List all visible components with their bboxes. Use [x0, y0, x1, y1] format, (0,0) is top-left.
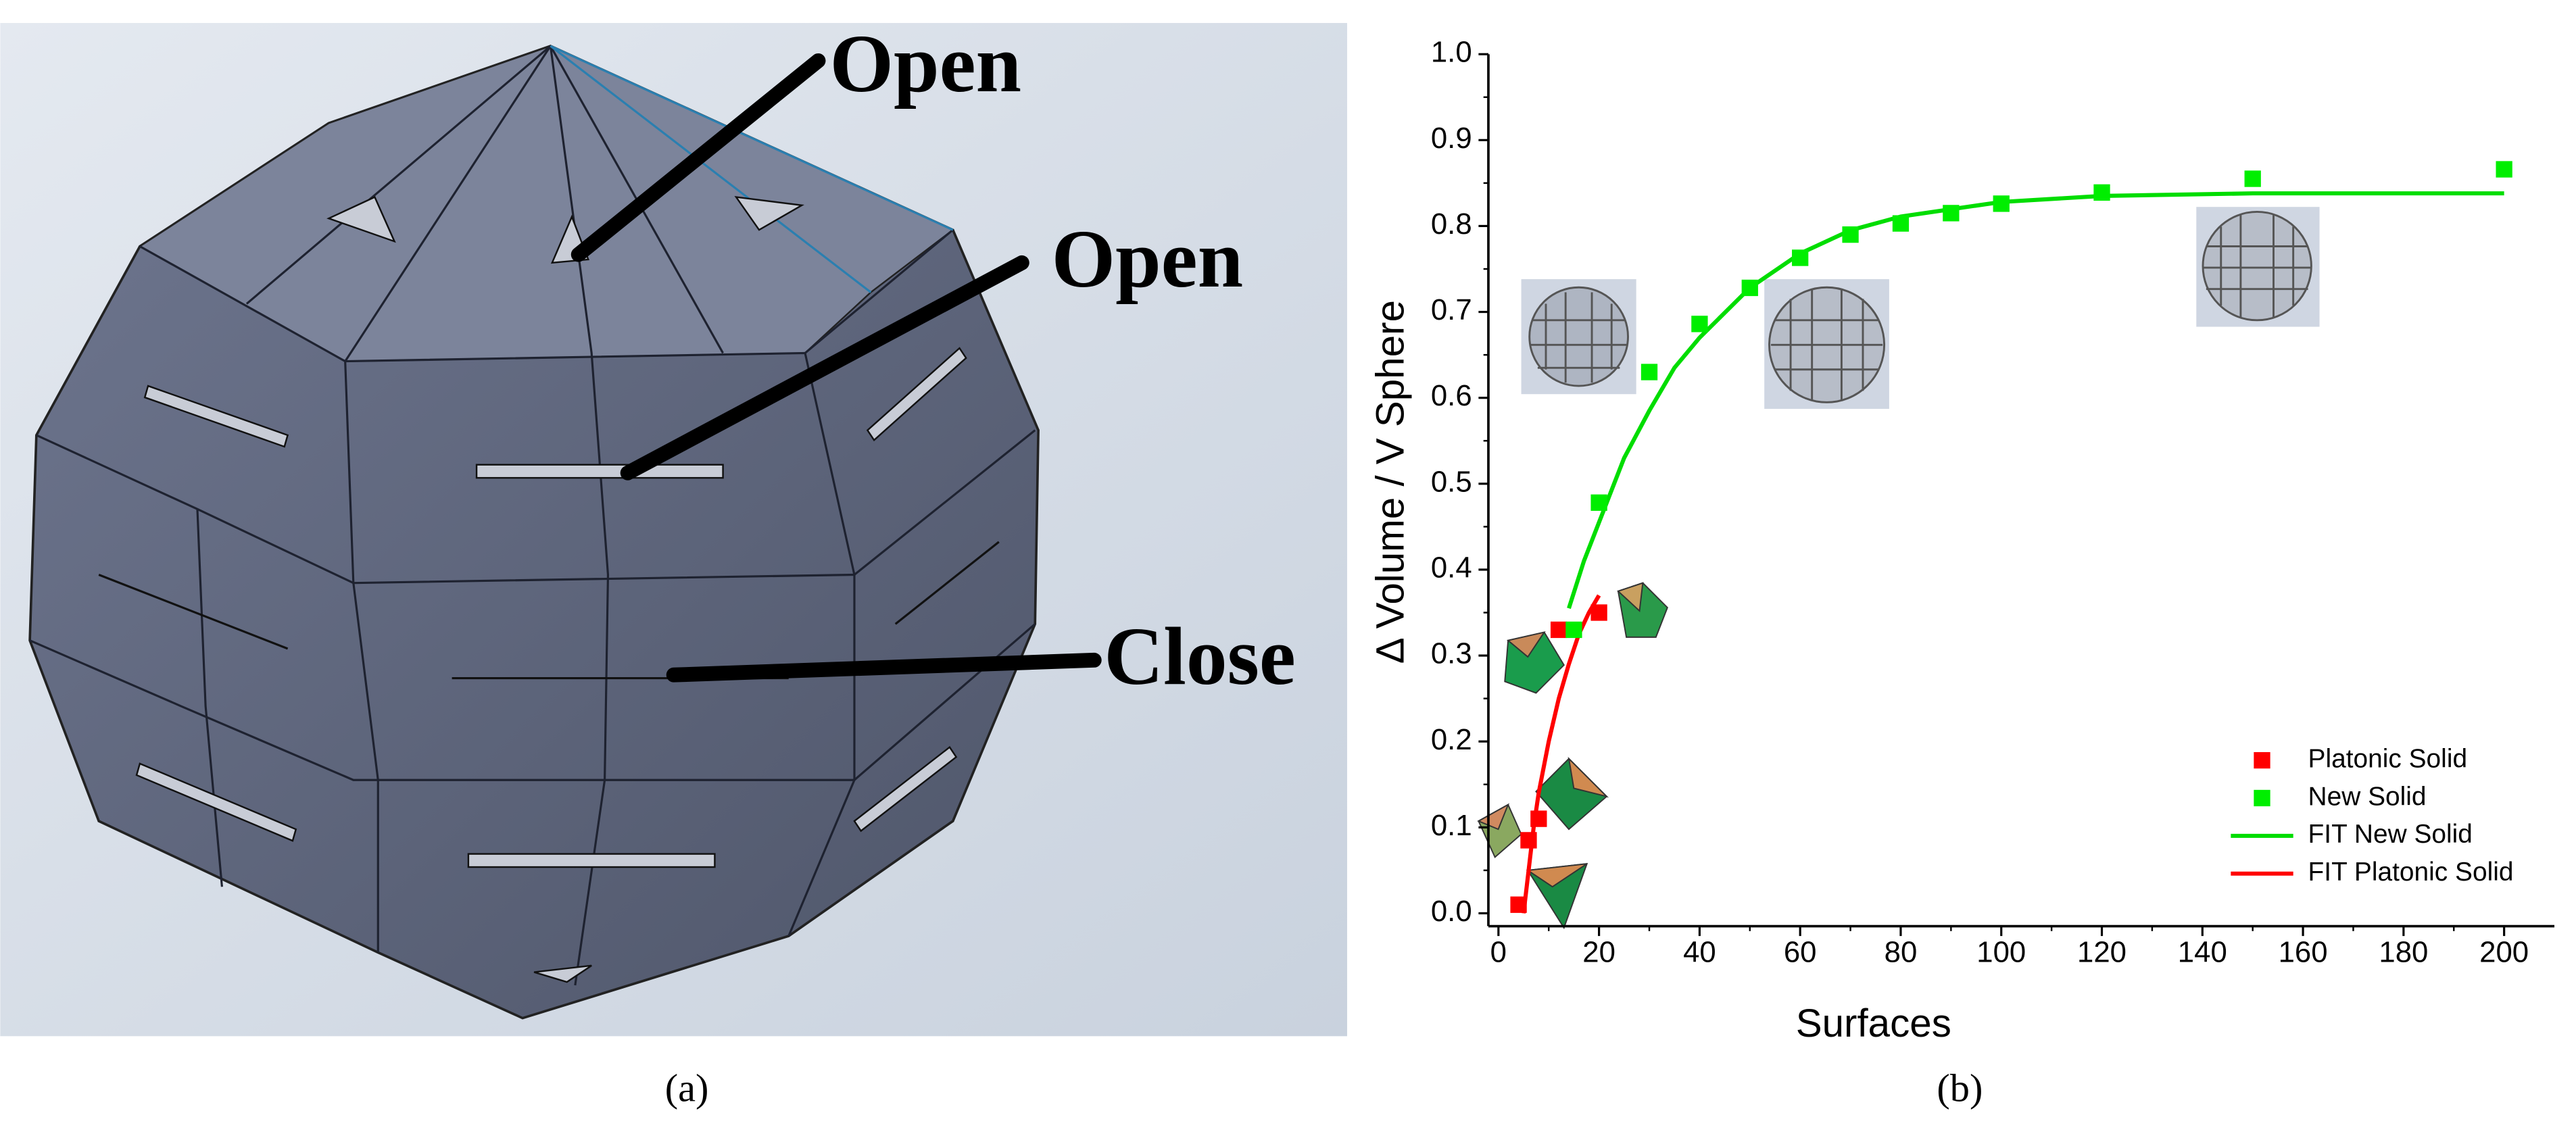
x-tick-label: 0 [1490, 935, 1507, 968]
legend-swatch [2254, 789, 2270, 807]
panel-label: (b) [1937, 1066, 1983, 1110]
x-tick-label: 140 [2178, 935, 2227, 968]
y-axis-label: Δ Volume / V Sphere [1368, 300, 1412, 664]
legend-label: Platonic Solid [2308, 744, 2468, 773]
data-point [2093, 184, 2110, 201]
annotation: Open [1052, 214, 1244, 305]
data-point [1892, 215, 1910, 232]
panel-label: (a) [665, 1066, 709, 1110]
data-point [1842, 226, 1859, 243]
y-tick-label: 0.0 [1431, 895, 1472, 928]
data-point [1641, 364, 1658, 380]
y-tick-label: 0.7 [1431, 293, 1472, 326]
data-point [1691, 316, 1708, 332]
annotation: Close [1104, 612, 1295, 702]
fit-line [1522, 594, 1601, 914]
x-tick-label: 120 [2077, 935, 2127, 968]
y-tick-label: 0.2 [1431, 723, 1472, 756]
cad-render [0, 23, 1347, 1037]
x-axis-label: Surfaces [1796, 1001, 1951, 1045]
legend-swatch [2254, 751, 2270, 769]
data-point [1530, 810, 1547, 827]
data-point [1993, 195, 2010, 212]
data-point [1741, 279, 1758, 297]
data-point [2496, 161, 2512, 178]
annotation: Open [830, 19, 1022, 109]
polyhedra-icons [1477, 582, 1668, 930]
x-tick-label: 40 [1683, 935, 1716, 968]
data-point [1792, 249, 1809, 266]
legend-label: FIT New Solid [2308, 820, 2473, 849]
y-tick-label: 0.9 [1431, 122, 1472, 155]
inset-images [1521, 207, 2320, 410]
legend-label: FIT Platonic Solid [2308, 858, 2514, 887]
y-tick-label: 1.0 [1431, 36, 1472, 69]
x-tick-label: 100 [1976, 935, 2026, 968]
fit-line [1567, 191, 2504, 610]
legend-label: New Solid [2308, 782, 2427, 811]
y-tick-label: 0.8 [1431, 207, 1472, 241]
data-point [1590, 604, 1607, 621]
y-tick-label: 0.1 [1431, 809, 1472, 842]
data-point [1590, 494, 1607, 511]
y-tick-label: 0.4 [1431, 551, 1472, 584]
x-tick-label: 200 [2479, 935, 2529, 968]
x-tick-label: 160 [2279, 935, 2328, 968]
x-tick-label: 60 [1784, 935, 1817, 968]
y-tick-label: 0.6 [1431, 379, 1472, 412]
data-point [2244, 170, 2261, 187]
data-point [1565, 621, 1582, 639]
x-tick-label: 180 [2379, 935, 2428, 968]
data-point [1943, 205, 1960, 222]
data-point [1550, 621, 1568, 639]
data-point [1520, 832, 1537, 849]
y-tick-label: 0.5 [1431, 465, 1472, 498]
chart: 0.0 0.1 0.2 0.3 0.4 0.5 0.6 0.7 0.8 0.9 1.0 0 20 40 60… [1368, 36, 2555, 1045]
y-tick-label: 0.3 [1431, 637, 1472, 670]
x-tick-label: 80 [1885, 935, 1918, 968]
data-point [1510, 896, 1527, 913]
x-tick-label: 20 [1582, 935, 1615, 968]
